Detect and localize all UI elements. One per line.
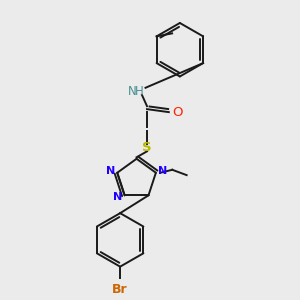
Text: Br: Br — [112, 283, 128, 296]
Text: N: N — [128, 85, 136, 98]
Text: N: N — [106, 166, 115, 176]
Text: H: H — [135, 85, 144, 98]
Text: N: N — [113, 192, 123, 202]
Text: S: S — [142, 141, 152, 154]
Text: O: O — [172, 106, 183, 118]
Text: N: N — [158, 166, 167, 176]
